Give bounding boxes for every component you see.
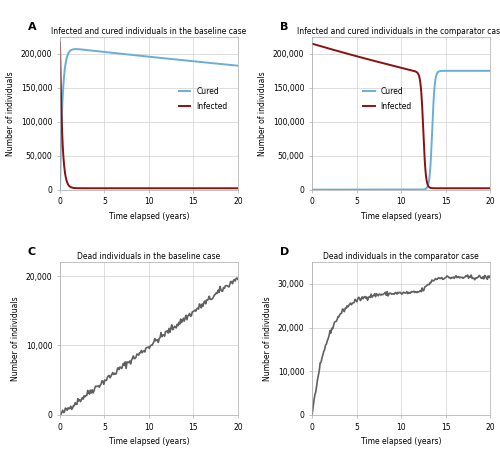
Line: Cured: Cured — [60, 49, 238, 189]
Infected — [487, 185, 493, 191]
Cured — [144, 53, 150, 59]
Cured — [73, 47, 79, 52]
Infected — [57, 40, 63, 45]
Y-axis label: Number of individuals: Number of individuals — [258, 71, 268, 155]
Text: C: C — [28, 247, 36, 257]
Infected — [309, 41, 315, 47]
Text: A: A — [28, 22, 36, 32]
Infected — [197, 185, 203, 191]
Title: Dead individuals in the comparator case: Dead individuals in the comparator case — [323, 252, 479, 261]
Infected — [482, 185, 488, 191]
Text: B: B — [280, 22, 288, 32]
Infected — [150, 185, 156, 191]
Cured — [476, 68, 482, 74]
Title: Infected and cured individuals in the comparator case: Infected and cured individuals in the co… — [297, 27, 500, 36]
Legend: Cured, Infected: Cured, Infected — [360, 83, 415, 114]
Cured — [396, 187, 402, 192]
Cured — [318, 187, 324, 192]
Title: Dead individuals in the baseline case: Dead individuals in the baseline case — [78, 252, 221, 261]
Legend: Cured, Infected: Cured, Infected — [176, 83, 231, 114]
Y-axis label: Number of individuals: Number of individuals — [263, 296, 272, 381]
Infected — [474, 185, 480, 191]
Cured — [235, 63, 241, 68]
Cured — [482, 68, 488, 74]
Cured — [197, 59, 203, 65]
Infected — [482, 185, 488, 191]
Infected — [139, 185, 145, 191]
Y-axis label: Number of individuals: Number of individuals — [6, 71, 16, 155]
Infected — [235, 185, 241, 191]
Infected — [318, 43, 324, 49]
X-axis label: Time elapsed (years): Time elapsed (years) — [108, 212, 189, 221]
Text: D: D — [280, 247, 289, 257]
Infected — [66, 183, 72, 189]
Cured — [482, 68, 488, 74]
X-axis label: Time elapsed (years): Time elapsed (years) — [108, 437, 189, 446]
Cured — [139, 53, 145, 59]
X-axis label: Time elapsed (years): Time elapsed (years) — [361, 212, 442, 221]
Y-axis label: Number of individuals: Number of individuals — [11, 296, 20, 381]
Cured — [391, 187, 397, 192]
Cured — [230, 62, 235, 68]
Title: Infected and cured individuals in the baseline case: Infected and cured individuals in the ba… — [52, 27, 246, 36]
Line: Infected: Infected — [312, 44, 490, 188]
Infected — [391, 63, 397, 69]
Line: Cured: Cured — [312, 71, 490, 189]
Cured — [309, 187, 315, 192]
Cured — [57, 187, 63, 192]
Line: Infected: Infected — [60, 42, 238, 188]
Cured — [230, 62, 236, 68]
Infected — [449, 185, 455, 191]
Cured — [487, 68, 493, 74]
Cured — [66, 49, 72, 55]
Infected — [144, 185, 150, 191]
Cured — [449, 68, 455, 74]
Infected — [396, 65, 402, 70]
X-axis label: Time elapsed (years): Time elapsed (years) — [361, 437, 442, 446]
Infected — [230, 185, 235, 191]
Infected — [230, 185, 236, 191]
